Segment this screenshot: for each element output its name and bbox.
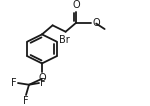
Text: O: O bbox=[72, 0, 80, 10]
Text: O: O bbox=[92, 18, 100, 28]
Text: Br: Br bbox=[59, 35, 70, 45]
Text: F: F bbox=[40, 78, 46, 88]
Text: F: F bbox=[23, 96, 29, 106]
Text: F: F bbox=[11, 78, 17, 88]
Text: O: O bbox=[38, 73, 46, 83]
